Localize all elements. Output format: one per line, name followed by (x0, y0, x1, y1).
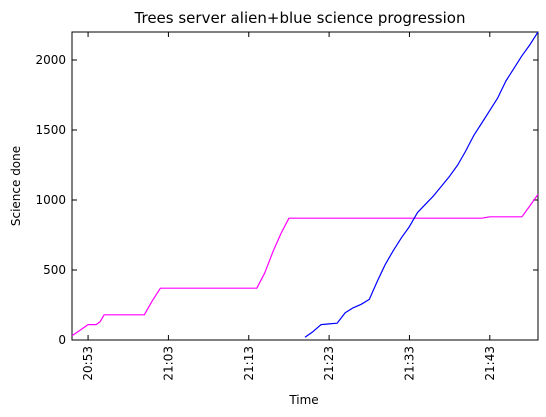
x-axis-label: Time (288, 393, 318, 407)
x-tick-label: 20:53 (81, 346, 95, 381)
x-tick-label: 21:13 (242, 346, 256, 381)
x-tick-label: 21:03 (161, 346, 175, 381)
y-tick-label: 1000 (35, 193, 66, 207)
series-line-1 (71, 194, 539, 337)
y-tick-label: 2000 (35, 53, 66, 67)
x-tick-label: 21:43 (483, 346, 497, 381)
x-tick-label: 21:33 (402, 346, 416, 381)
y-tick-label: 0 (58, 333, 66, 347)
chart-title: Trees server alien+blue science progress… (134, 9, 466, 27)
plot-frame (71, 31, 539, 341)
y-tick-label: 1500 (35, 123, 66, 137)
x-tick-label: 21:23 (322, 346, 336, 381)
series-line-2 (304, 31, 539, 338)
y-tick-label: 500 (43, 263, 66, 277)
y-axis-label: Science done (9, 146, 23, 226)
plot-area: 0 500 1000 1500 2000 20:53 21:03 21:13 21:23 21:3… (35, 31, 539, 381)
